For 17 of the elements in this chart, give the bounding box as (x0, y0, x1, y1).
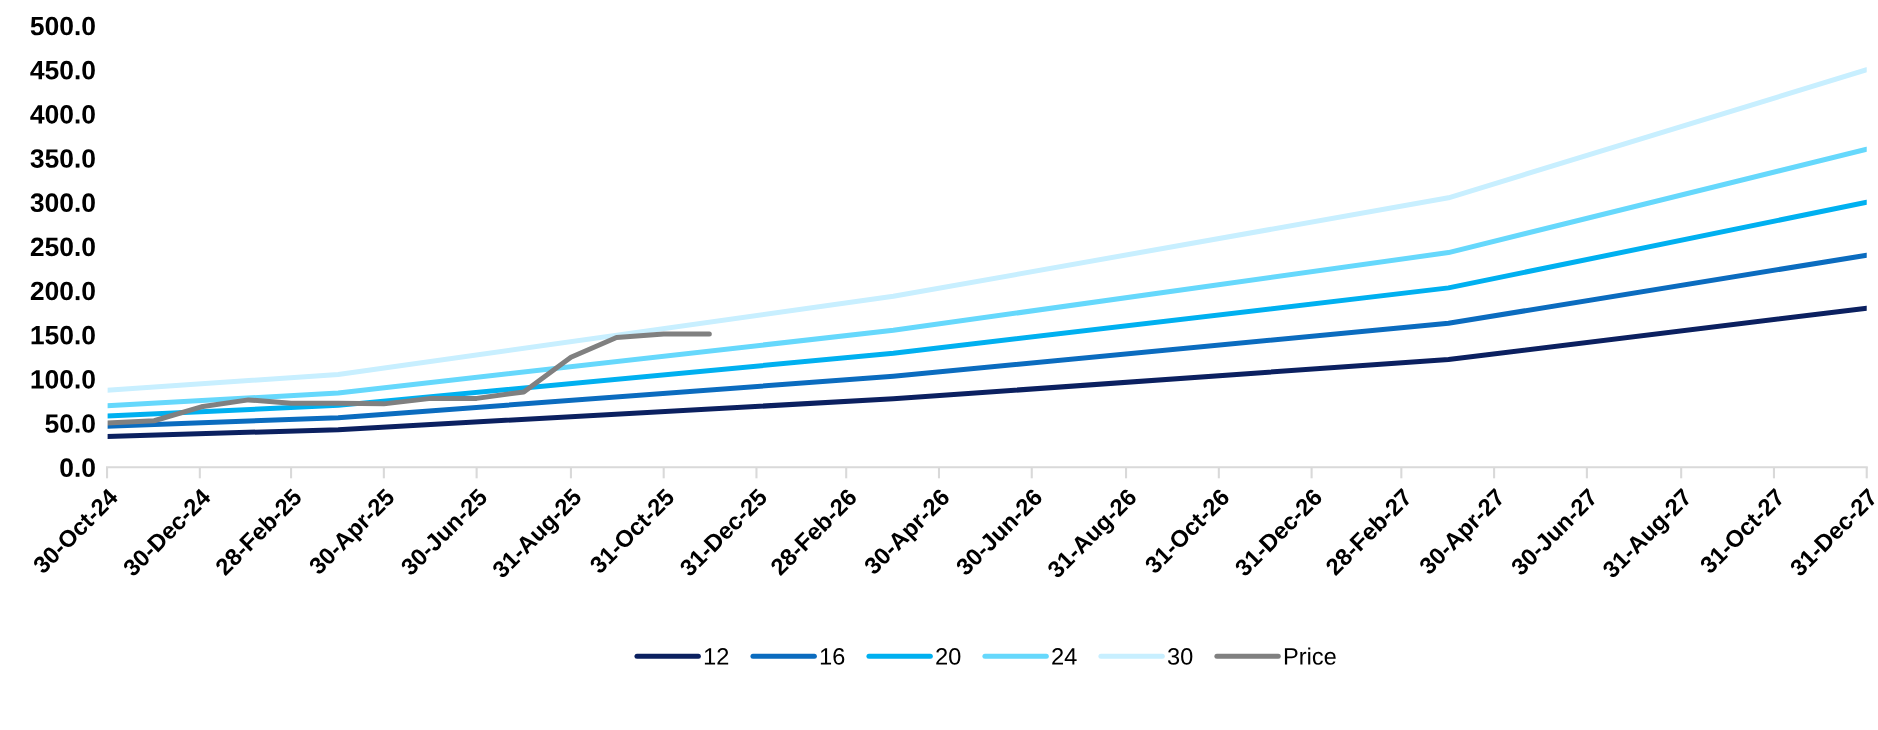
y-tick-label: 100.0 (31, 370, 95, 389)
y-tick-label: 450.0 (30, 60, 95, 80)
legend-label: Price (1284, 647, 1336, 665)
y-tick-label: 350.0 (30, 149, 95, 168)
legend-label: 24 (1052, 648, 1077, 665)
y-tick-label: 50.0 (45, 414, 95, 433)
legend-label: 16 (820, 648, 845, 665)
y-tick-label: 150.0 (31, 325, 95, 345)
y-tick-label: 500.0 (30, 16, 95, 36)
y-tick-label: 0.0 (60, 458, 95, 478)
y-tick-label: 250.0 (30, 237, 95, 257)
legend-label: 20 (936, 648, 961, 665)
y-tick-label: 200.0 (30, 281, 95, 301)
legend-label: 12 (704, 648, 729, 665)
y-tick-label: 300.0 (30, 193, 95, 213)
legend-label: 30 (1167, 648, 1193, 665)
y-tick-label: 400.0 (30, 105, 95, 124)
